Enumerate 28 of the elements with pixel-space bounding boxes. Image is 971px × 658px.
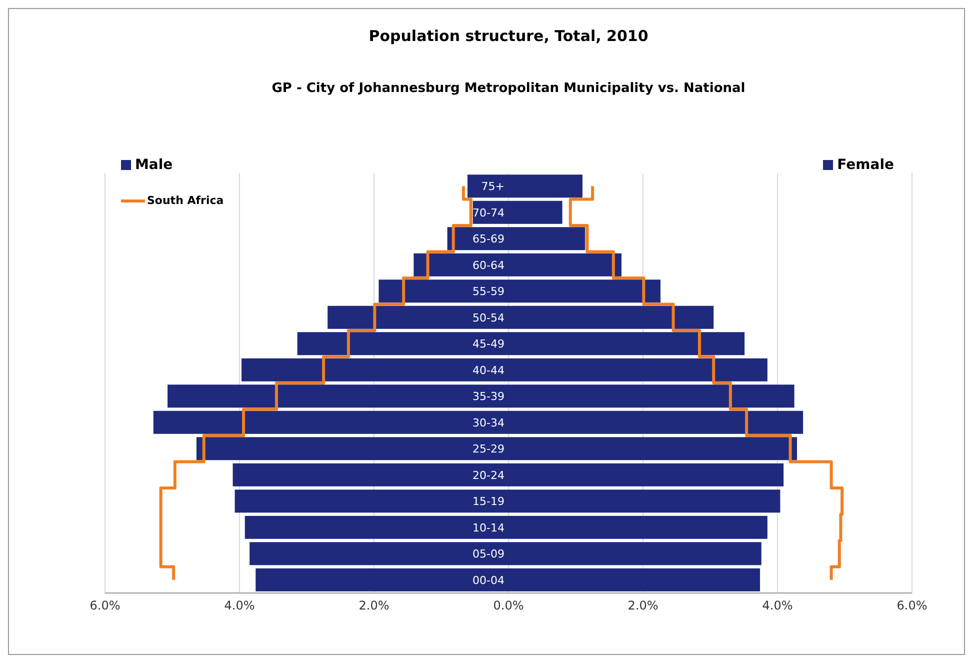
y-tick-label: 30-34 (472, 416, 504, 430)
y-tick-label: 25-29 (472, 442, 504, 456)
y-tick-label: 10-14 (472, 521, 504, 534)
y-tick-label: 00-04 (472, 574, 504, 587)
y-tick-label: 55-59 (472, 285, 504, 298)
y-tick-label: 75+ (481, 180, 504, 194)
x-tick-label: 6.0% (90, 598, 120, 613)
y-tick-label: 65-69 (472, 232, 504, 246)
x-tick-label: 0.0% (493, 598, 524, 613)
legend-label: South Africa (147, 194, 224, 207)
y-tick-label: 15-19 (472, 495, 504, 508)
chart-title: Population structure, Total, 2010 (368, 27, 650, 45)
x-tick-label: 6.0% (896, 598, 928, 613)
chart-subtitle: GP - City of Johannesburg Metropolitan Municipality vs. National (270, 81, 746, 96)
y-tick-label: 45-49 (472, 338, 504, 351)
y-tick-label: 50-54 (472, 311, 504, 324)
y-tick-label: 60-64 (472, 258, 504, 272)
legend-label: Female (837, 157, 894, 173)
x-tick-label: 2.0% (628, 598, 658, 613)
x-tick-label: 4.0% (224, 598, 255, 613)
x-tick-label: 4.0% (762, 598, 793, 613)
y-tick-label: 05-09 (472, 548, 504, 561)
x-tick-label: 2.0% (358, 598, 390, 613)
y-tick-label: 40-44 (472, 364, 504, 377)
y-tick-label: 70-74 (472, 206, 504, 220)
legend-label: Male (135, 157, 173, 173)
y-tick-label: 35-39 (472, 390, 504, 404)
y-tick-label: 20-24 (472, 468, 504, 482)
